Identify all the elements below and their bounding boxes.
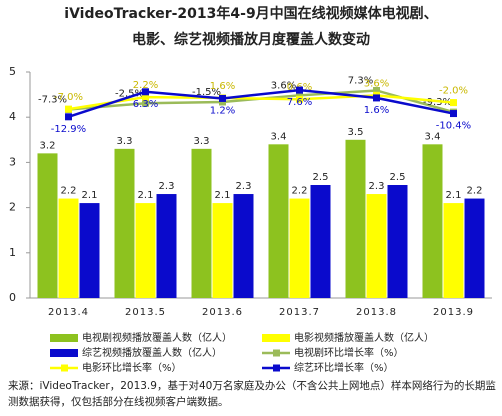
bar-value-label: 2.5 bbox=[313, 172, 329, 183]
line-value-label: -12.9% bbox=[51, 124, 86, 135]
x-tick-label: 2013.4 bbox=[48, 307, 89, 318]
line-marker bbox=[219, 94, 226, 102]
bar bbox=[58, 198, 79, 298]
bar-value-label: 2.1 bbox=[446, 190, 462, 201]
line-value-label: -1.5% bbox=[192, 87, 221, 98]
line-value-label: 1.6% bbox=[364, 105, 389, 116]
line-value-label: -10.4% bbox=[436, 121, 471, 132]
bar-value-label: 3.4 bbox=[271, 131, 287, 142]
legend-swatch bbox=[262, 334, 290, 342]
bar-value-label: 2.2 bbox=[467, 186, 483, 197]
bar-value-label: 2.3 bbox=[236, 181, 252, 192]
legend-label: 电视剧环比增长率（%） bbox=[294, 346, 404, 359]
bar bbox=[37, 153, 58, 298]
line-value-label: 7.3% bbox=[348, 75, 373, 86]
bar-value-label: 2.3 bbox=[159, 181, 175, 192]
line-marker bbox=[373, 94, 380, 102]
bar-value-label: 3.5 bbox=[348, 127, 364, 138]
line-value-label: -2.0% bbox=[439, 86, 468, 97]
legend-label: 综艺环比增长率（%） bbox=[294, 361, 394, 374]
line-marker bbox=[296, 86, 303, 94]
line bbox=[68, 88, 454, 118]
legend-swatch bbox=[273, 364, 280, 372]
bar-value-label: 3.3 bbox=[117, 136, 133, 147]
line-marker bbox=[296, 91, 303, 99]
y-tick-label: 5 bbox=[9, 65, 16, 78]
bar bbox=[191, 148, 212, 298]
line-value-label: 6.3% bbox=[133, 99, 158, 110]
bar-value-label: 3.2 bbox=[40, 140, 56, 151]
chart-title: 电影、综艺视频播放月度覆盖人数变动 bbox=[132, 31, 370, 48]
bar-value-label: 2.2 bbox=[292, 186, 308, 197]
bar bbox=[422, 144, 443, 298]
legend-label: 综艺视频播放覆盖人数（亿人） bbox=[82, 346, 222, 359]
bar bbox=[310, 185, 331, 298]
bar bbox=[289, 198, 310, 298]
line-marker bbox=[219, 98, 226, 106]
y-tick-label: 3 bbox=[9, 155, 16, 168]
line-value-label: -2.5% bbox=[115, 88, 144, 99]
bar-value-label: 2.3 bbox=[369, 181, 385, 192]
bar-value-label: 3.4 bbox=[425, 131, 441, 142]
source-note: 来源：iVideoTracker，2013.9，基于对40万名家庭及办公（不含公… bbox=[8, 380, 496, 408]
line-value-label: -7.3% bbox=[38, 95, 67, 106]
legend-swatch bbox=[50, 334, 78, 342]
x-tick-label: 2013.8 bbox=[356, 307, 397, 318]
bar bbox=[443, 203, 464, 298]
chart-title: iVideoTracker-2013年4-9月中国在线视频媒体电视剧、 bbox=[64, 5, 437, 22]
chart: iVideoTracker-2013年4-9月中国在线视频媒体电视剧、 电影、综… bbox=[9, 5, 492, 374]
legend-label: 电视剧视频播放覆盖人数（亿人） bbox=[82, 331, 232, 344]
legend-swatch bbox=[61, 364, 68, 372]
bar bbox=[212, 203, 233, 298]
bar bbox=[233, 194, 254, 298]
line-marker bbox=[296, 95, 303, 103]
line-marker bbox=[142, 93, 149, 101]
bar bbox=[464, 198, 485, 298]
line-marker bbox=[450, 110, 457, 118]
bar-value-label: 2.5 bbox=[390, 172, 406, 183]
bar bbox=[79, 203, 100, 298]
line-marker bbox=[65, 113, 72, 121]
legend-label: 电影视频播放覆盖人数（亿人） bbox=[294, 331, 434, 344]
bar bbox=[366, 194, 387, 298]
legend-swatch bbox=[50, 349, 78, 357]
bar bbox=[156, 194, 177, 298]
bar-value-label: 2.1 bbox=[138, 190, 154, 201]
bar-value-label: 2.1 bbox=[215, 190, 231, 201]
line-value-label: -7.0% bbox=[54, 92, 83, 103]
line-value-label: 7.6% bbox=[287, 97, 312, 108]
line-marker bbox=[373, 86, 380, 94]
y-tick-label: 4 bbox=[9, 110, 16, 123]
bar bbox=[387, 185, 408, 298]
bar-value-label: 3.3 bbox=[194, 136, 210, 147]
line-marker bbox=[450, 99, 457, 107]
x-tick-label: 2013.5 bbox=[125, 307, 166, 318]
y-tick-label: 2 bbox=[9, 201, 16, 214]
legend-swatch bbox=[273, 349, 280, 357]
legend-label: 电影环比增长率（%） bbox=[82, 361, 182, 374]
y-tick-label: 0 bbox=[9, 291, 16, 304]
x-tick-label: 2013.6 bbox=[202, 307, 243, 318]
line-marker bbox=[65, 105, 72, 113]
line-value-label: 2.2% bbox=[133, 80, 158, 91]
line-value-label: 1.6% bbox=[210, 81, 235, 92]
line-marker bbox=[142, 99, 149, 107]
bar bbox=[114, 148, 135, 298]
bar-value-label: 2.2 bbox=[61, 186, 77, 197]
line-marker bbox=[142, 88, 149, 96]
bar bbox=[135, 203, 156, 298]
line-value-label: 3.6% bbox=[364, 78, 389, 89]
x-tick-label: 2013.9 bbox=[433, 307, 474, 318]
line-value-label: 1.2% bbox=[210, 105, 235, 116]
line-value-label: 3.6% bbox=[271, 80, 296, 91]
bar bbox=[268, 144, 289, 298]
line bbox=[68, 94, 454, 111]
x-tick-label: 2013.7 bbox=[279, 307, 320, 318]
bar bbox=[345, 139, 366, 298]
y-tick-label: 1 bbox=[9, 246, 16, 259]
line-value-label: -9.3% bbox=[423, 97, 452, 108]
bar-value-label: 2.1 bbox=[82, 190, 98, 201]
